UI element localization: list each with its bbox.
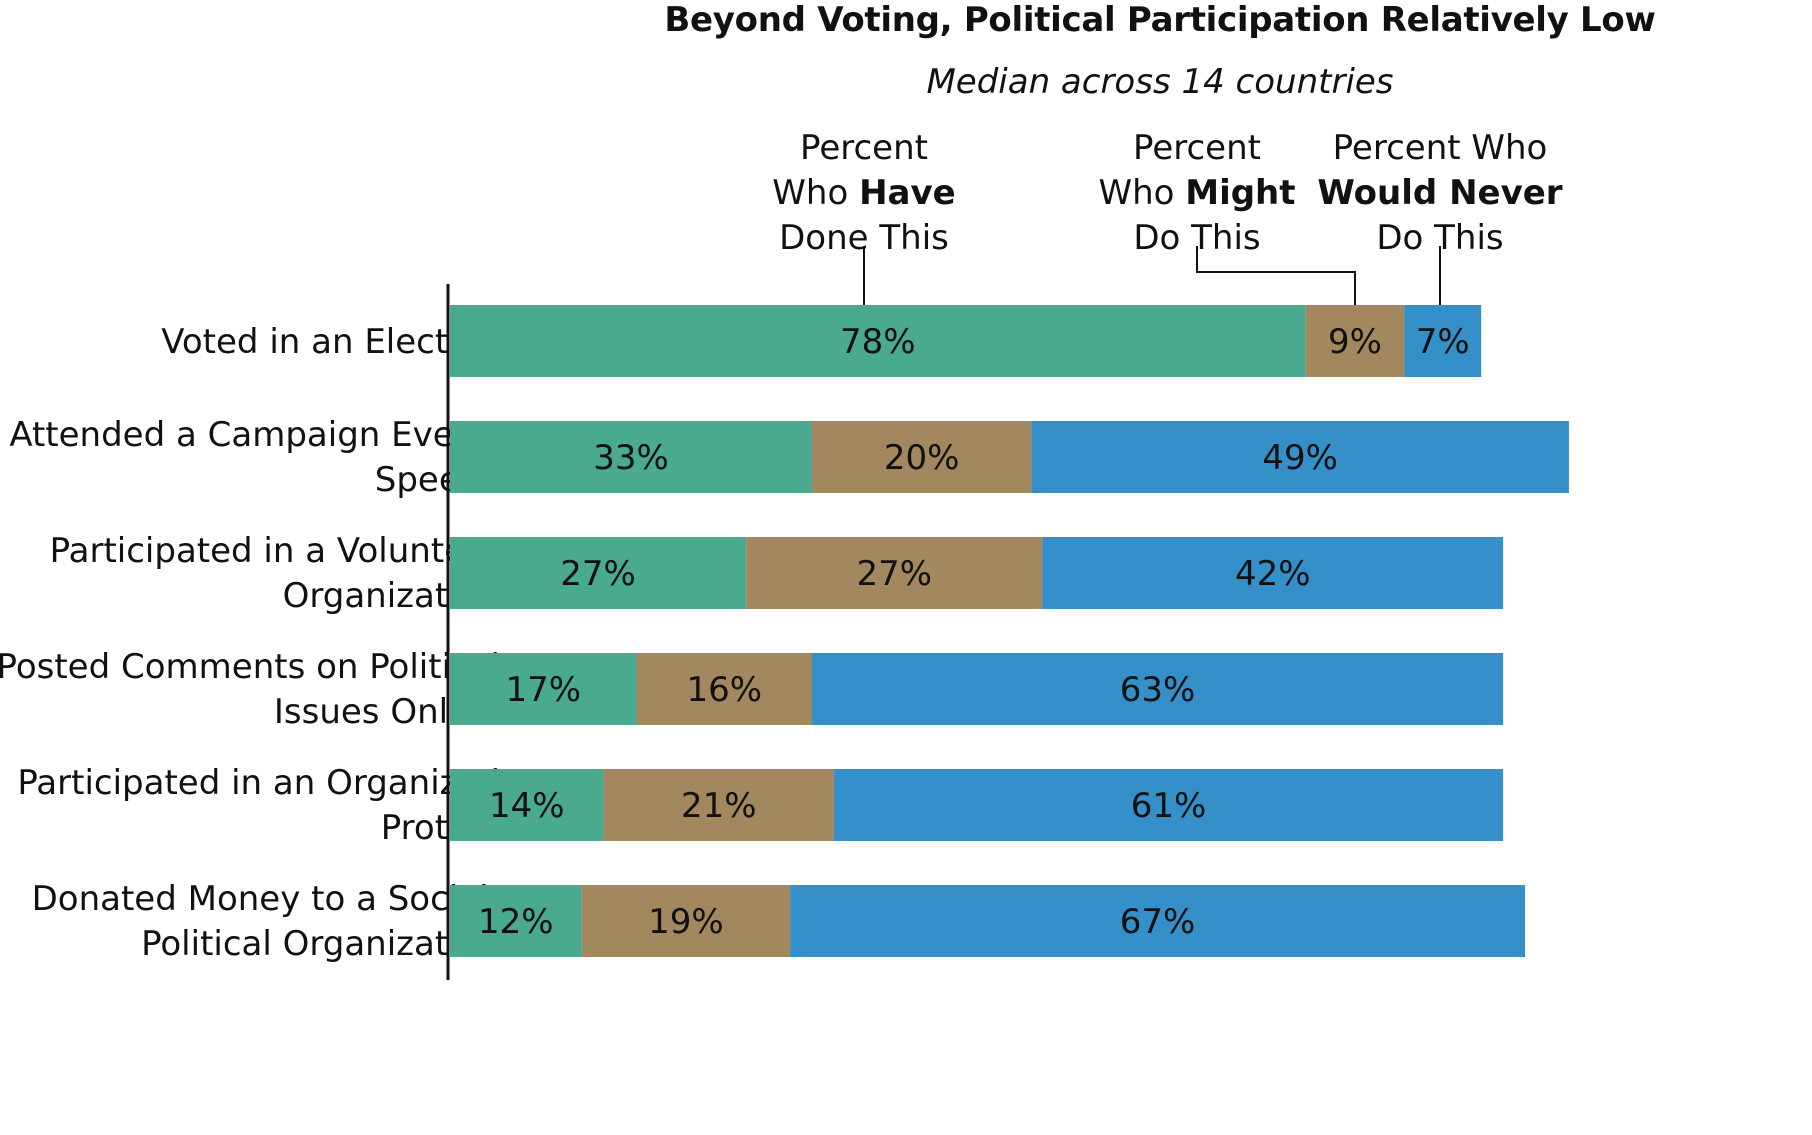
bars-group: 78% 9% 7% 33% 20% 49% 27% 27% 42% 17% 16% 63% 14% 21%… <box>450 305 1569 957</box>
category-label: Voted in an Election <box>0 320 500 365</box>
leader-line <box>1196 246 1357 305</box>
category-label-line: Participated in an Organized <box>17 763 500 803</box>
data-label: 14% <box>489 786 565 826</box>
bar-segment <box>603 769 834 841</box>
bar-segment <box>450 769 604 841</box>
category-label-line: Voted in an Election <box>161 321 500 362</box>
category-label-line: Political Organization <box>141 924 500 964</box>
legend-leader-lines <box>863 246 1441 305</box>
bar-segment <box>636 653 813 725</box>
bar-segment <box>450 537 747 609</box>
data-label: 78% <box>840 322 916 362</box>
bar-segment <box>790 885 1526 957</box>
bar-segment <box>1305 305 1405 377</box>
category-label: Attended a Campaign Event/Speech <box>0 413 500 503</box>
bar-segment <box>450 305 1306 377</box>
bar-segment <box>1042 537 1504 609</box>
data-label: 21% <box>681 786 757 826</box>
bar-segment <box>450 421 813 493</box>
data-label: 61% <box>1131 786 1207 826</box>
data-label: 16% <box>686 670 762 710</box>
data-label: 63% <box>1120 670 1196 710</box>
bar-segment <box>450 653 637 725</box>
category-label-line: Participated in a Volunteer <box>49 531 500 571</box>
data-label: 27% <box>856 554 932 594</box>
data-label: 20% <box>884 438 960 478</box>
category-label-line: Attended a Campaign Event/ <box>9 415 500 455</box>
data-label: 49% <box>1262 438 1338 478</box>
bar-segment <box>812 421 1032 493</box>
data-label: 17% <box>505 670 581 710</box>
data-label: 9% <box>1328 322 1382 362</box>
data-label: 19% <box>648 902 724 942</box>
data-label: 7% <box>1416 322 1470 362</box>
category-label: Donated Money to a Social/Political Orga… <box>0 877 500 967</box>
category-label-line: Posted Comments on Political <box>0 647 500 687</box>
data-label: 33% <box>593 438 669 478</box>
bar-segment <box>1031 421 1569 493</box>
bar-segment <box>450 885 582 957</box>
data-label: 67% <box>1120 902 1196 942</box>
chart-title: Beyond Voting, Political Participation R… <box>664 0 1656 40</box>
category-label: Participated in an Organized Protest <box>0 761 500 851</box>
bar-segment <box>812 653 1504 725</box>
data-label: 27% <box>560 554 636 594</box>
bar-segment <box>1404 305 1482 377</box>
bar-segment <box>581 885 791 957</box>
chart-subtitle: Median across 14 countries <box>926 62 1394 102</box>
category-label-line: Donated Money to a Social/ <box>31 879 500 919</box>
data-label: 12% <box>478 902 554 942</box>
bar-segment <box>833 769 1504 841</box>
legend-have-done: Percent Who Have Done This <box>772 128 956 258</box>
data-label: 42% <box>1235 554 1311 594</box>
bar-segment <box>746 537 1043 609</box>
